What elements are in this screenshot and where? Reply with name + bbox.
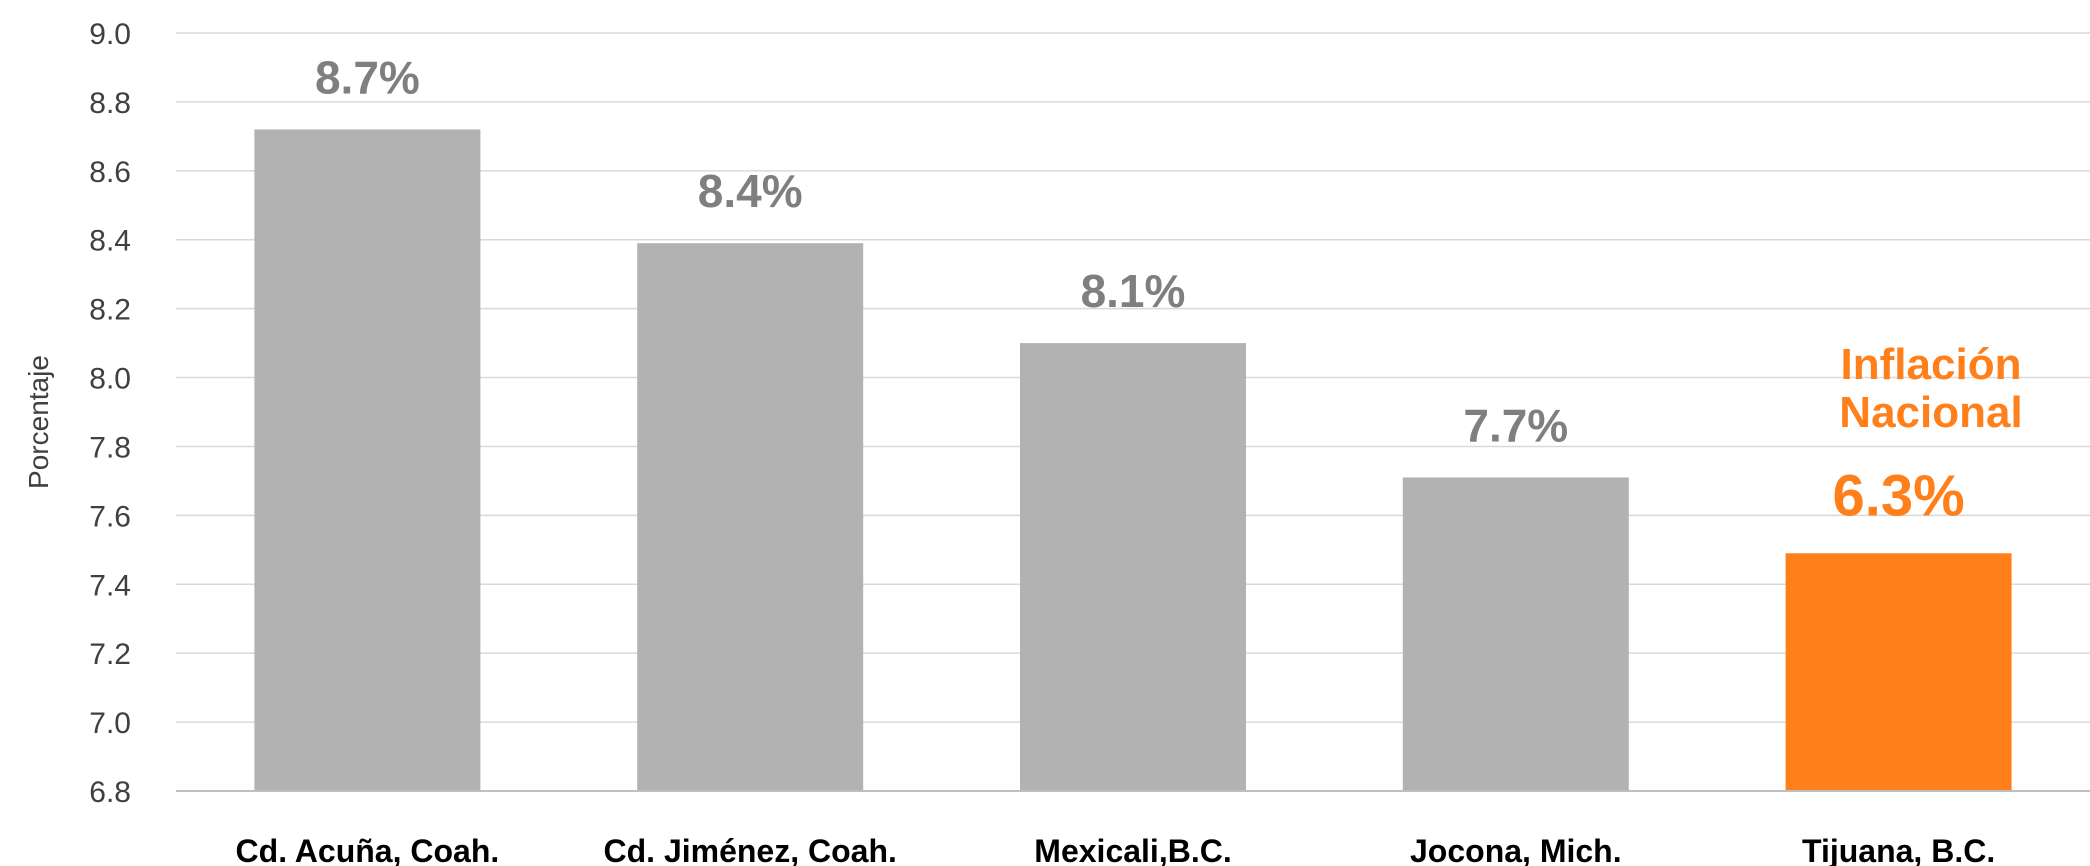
y-tick-label: 8.6 bbox=[89, 156, 131, 189]
y-tick-label: 9.0 bbox=[89, 18, 131, 51]
data-label-2: 8.4% bbox=[698, 165, 803, 217]
bar-5 bbox=[1785, 553, 2012, 791]
category-label-5: Tijuana, B.C. bbox=[1802, 833, 1995, 866]
bar-1 bbox=[254, 129, 481, 792]
bar-2 bbox=[637, 243, 864, 791]
category-labels: Cd. Acuña, Coah. Cd. Jiménez, Coah. Mexica… bbox=[236, 833, 1996, 866]
y-tick-label: 8.0 bbox=[89, 363, 131, 396]
category-label-3: Mexicali,B.C. bbox=[1034, 833, 1231, 866]
y-tick-label: 8.8 bbox=[89, 87, 131, 120]
data-label-5: 6.3% bbox=[1832, 463, 1964, 528]
bar-3 bbox=[1020, 343, 1246, 791]
category-label-1: Cd. Acuña, Coah. bbox=[236, 833, 500, 866]
y-tick-label: 8.4 bbox=[89, 225, 131, 258]
data-label-1: 8.7% bbox=[315, 51, 420, 103]
data-label-4: 7.7% bbox=[1463, 399, 1568, 451]
y-tick-label: 7.6 bbox=[89, 500, 131, 533]
data-label-3: 8.1% bbox=[1081, 265, 1186, 317]
y-tick-label: 6.8 bbox=[89, 776, 131, 809]
y-tick-label: 7.0 bbox=[89, 707, 131, 740]
data-labels: 8.7% 8.4% 8.1% 7.7% 6.3% bbox=[315, 51, 1965, 528]
bar-4 bbox=[1402, 477, 1629, 791]
y-tick-label: 7.8 bbox=[89, 431, 131, 464]
y-tick-label: 8.2 bbox=[89, 294, 131, 327]
annotation-line-2: Nacional bbox=[1839, 388, 2022, 437]
y-tick-label: 7.4 bbox=[89, 569, 131, 602]
y-axis-ticks: 6.8 7.0 7.2 7.4 7.6 7.8 8.0 8.2 8.4 8.6 8.8 9.0 bbox=[89, 18, 131, 809]
y-tick-label: 7.2 bbox=[89, 638, 131, 671]
y-axis-title: Porcentaje bbox=[23, 355, 54, 489]
annotation-line-1: Inflación bbox=[1841, 340, 2022, 389]
category-label-4: Jocona, Mich. bbox=[1410, 833, 1622, 866]
bars bbox=[254, 129, 2012, 792]
category-label-2: Cd. Jiménez, Coah. bbox=[604, 833, 897, 866]
